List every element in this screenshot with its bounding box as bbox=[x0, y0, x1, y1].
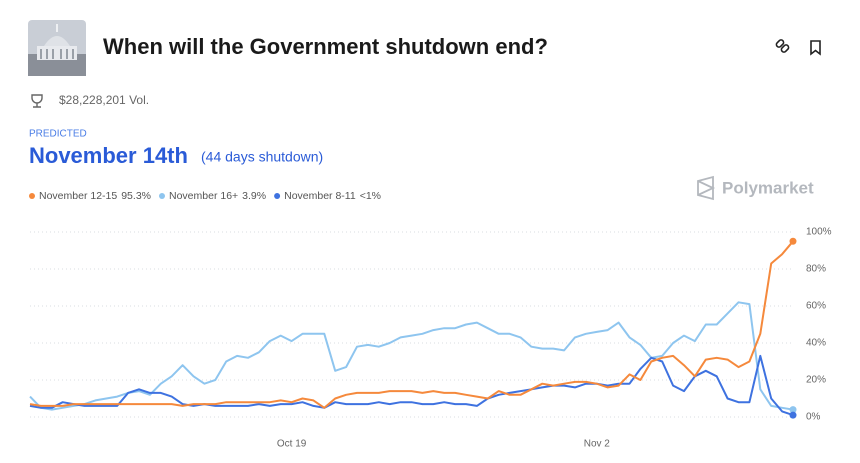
link-icon[interactable] bbox=[775, 39, 790, 53]
brand-name: Polymarket bbox=[722, 178, 814, 197]
series-end-dot bbox=[789, 411, 797, 419]
legend-swatch bbox=[159, 193, 165, 199]
legend-name: November 16+ bbox=[169, 190, 238, 202]
x-tick-label: Oct 19 bbox=[277, 439, 307, 450]
price-chart: November 12-15 95.3% November 16+ 3.9% Novem… bbox=[29, 190, 832, 450]
bookmark-icon[interactable] bbox=[810, 40, 821, 56]
legend-value: 3.9% bbox=[242, 190, 266, 202]
predicted-detail: (44 days shutdown) bbox=[201, 149, 323, 165]
trophy-icon bbox=[31, 94, 43, 108]
market-title: When will the Government shutdown end? bbox=[103, 34, 548, 59]
y-tick-label: 0% bbox=[806, 412, 821, 423]
series-end-dot bbox=[789, 406, 797, 414]
legend-value: <1% bbox=[360, 190, 381, 202]
legend-value: 95.3% bbox=[121, 190, 151, 202]
market-image bbox=[28, 20, 86, 76]
predicted-label: PREDICTED bbox=[29, 129, 87, 140]
legend-swatch bbox=[29, 193, 35, 199]
series-line bbox=[29, 301, 794, 411]
series-end-dot bbox=[789, 237, 797, 245]
volume: $28,228,201 Vol. bbox=[59, 93, 149, 107]
y-tick-label: 100% bbox=[806, 227, 832, 238]
y-tick-label: 60% bbox=[806, 301, 826, 312]
legend-name: November 8-11 bbox=[284, 190, 356, 202]
series-line bbox=[29, 354, 794, 417]
y-tick-label: 20% bbox=[806, 375, 826, 386]
brand-logo bbox=[697, 175, 716, 201]
predicted-value: November 14th bbox=[29, 143, 188, 168]
y-tick-label: 40% bbox=[806, 338, 826, 349]
legend-name: November 12-15 bbox=[39, 190, 117, 202]
legend-swatch bbox=[274, 193, 281, 199]
x-tick-label: Nov 2 bbox=[584, 439, 611, 450]
series-line bbox=[29, 240, 794, 409]
y-tick-label: 80% bbox=[806, 264, 826, 275]
